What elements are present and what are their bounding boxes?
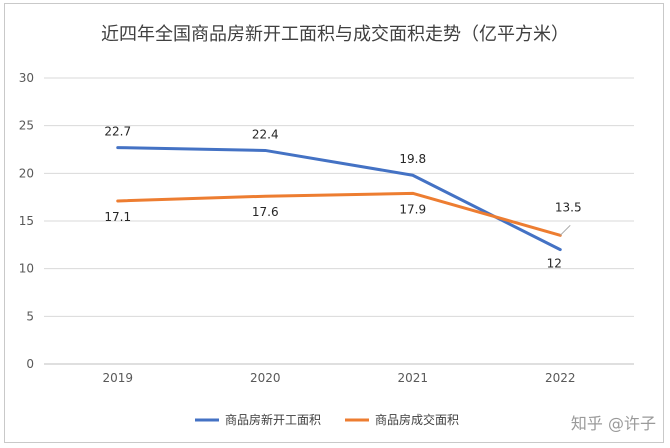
y-tick-label: 0 [26,357,34,371]
y-tick-label: 10 [19,262,34,276]
y-tick-label: 5 [26,309,34,323]
chart-title: 近四年全国商品房新开工面积与成交面积走势（亿平方米） [101,24,569,45]
legend-label: 商品房成交面积 [375,412,459,427]
data-label: 22.7 [104,125,131,139]
y-tick-label: 25 [19,119,34,133]
x-tick-label: 2022 [545,371,576,385]
chart-frame [4,3,664,443]
data-label: 19.8 [399,152,426,166]
leader-line [559,224,571,236]
x-tick-label: 2021 [397,371,428,385]
x-tick-label: 2019 [102,371,133,385]
data-label: 22.4 [252,127,279,141]
y-tick-label: 20 [19,166,34,180]
legend-label: 商品房新开工面积 [225,412,321,427]
y-tick-label: 15 [19,214,34,228]
series-line-2 [116,191,562,237]
data-label: 13.5 [555,200,582,214]
data-label: 17.1 [104,210,131,224]
y-tick-label: 30 [19,71,34,85]
data-label: 17.6 [252,205,279,219]
x-tick-label: 2020 [250,371,281,385]
series-line-1 [116,146,562,252]
data-label: 17.9 [399,202,426,216]
data-label: 12 [547,257,562,271]
watermark: 知乎 @许子 [570,414,656,433]
